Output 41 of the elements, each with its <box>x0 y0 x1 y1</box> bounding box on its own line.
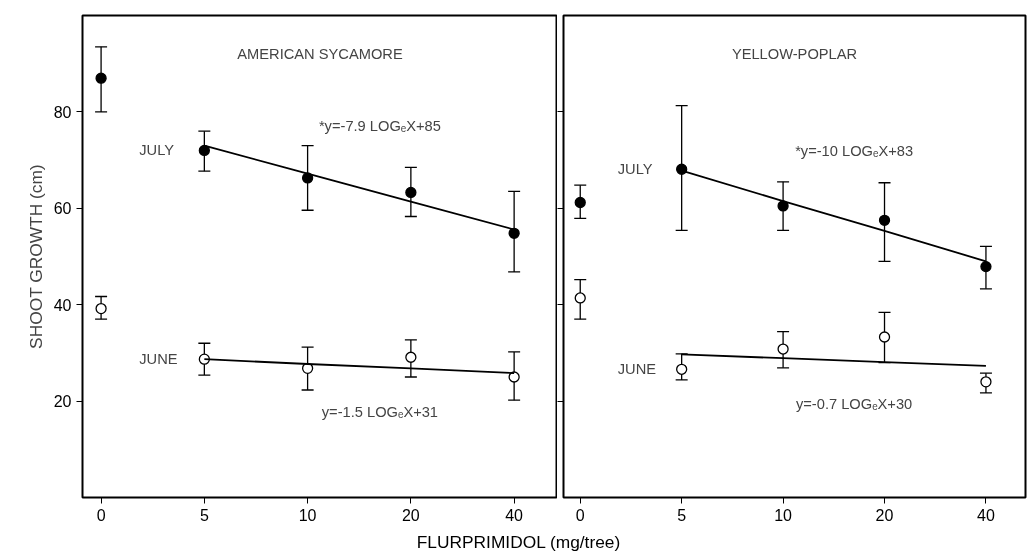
series-label: JUNE <box>617 361 657 378</box>
annotation: *y=-7.9 LOGₑX+85 <box>318 118 441 135</box>
point <box>508 227 520 239</box>
annotation: *y=-10 LOGₑX+83 <box>795 143 914 160</box>
point <box>405 351 417 363</box>
x-tick-label: 40 <box>505 506 524 524</box>
point <box>980 376 992 388</box>
point <box>777 343 789 355</box>
x-tick-label: 10 <box>298 506 317 524</box>
x-tick-label: 20 <box>875 506 894 524</box>
x-tick-label: 40 <box>977 506 995 524</box>
annotation: y=-1.5 LOGₑX+31 <box>321 403 439 420</box>
x-tick-label: 20 <box>401 506 420 524</box>
annotation: y=-0.7 LOGₑX+30 <box>795 396 913 413</box>
point <box>198 144 210 157</box>
series-label: JULY <box>139 142 175 159</box>
y-tick-label: 80 <box>53 103 72 121</box>
point <box>676 163 688 175</box>
point <box>574 292 586 304</box>
y-tick-label: 40 <box>53 296 72 314</box>
text: YELLOW-POPLAR <box>731 46 858 63</box>
point <box>95 72 107 84</box>
point <box>95 302 107 315</box>
y-tick-label: 60 <box>53 200 72 218</box>
x-tick-label: 5 <box>677 506 687 524</box>
x-tick-label: 10 <box>774 506 793 524</box>
point <box>405 186 417 199</box>
point <box>980 260 992 273</box>
series-label: JULY <box>617 161 653 178</box>
x-tick-label: 5 <box>199 506 209 524</box>
series-label: JUNE <box>139 351 178 368</box>
x-axis-title: FLURPRIMIDOL (mg/tree) <box>416 531 621 554</box>
point <box>878 331 891 343</box>
text: AMERICAN SYCAMORE <box>237 46 403 63</box>
y-tick-label: 20 <box>53 393 72 411</box>
y-axis-title: SHOOT GROWTH (cm) <box>25 164 46 349</box>
point <box>574 196 586 209</box>
point <box>878 214 891 226</box>
point <box>676 363 688 375</box>
x-tick-label: 0 <box>575 506 585 524</box>
x-tick-label: 0 <box>96 506 106 524</box>
